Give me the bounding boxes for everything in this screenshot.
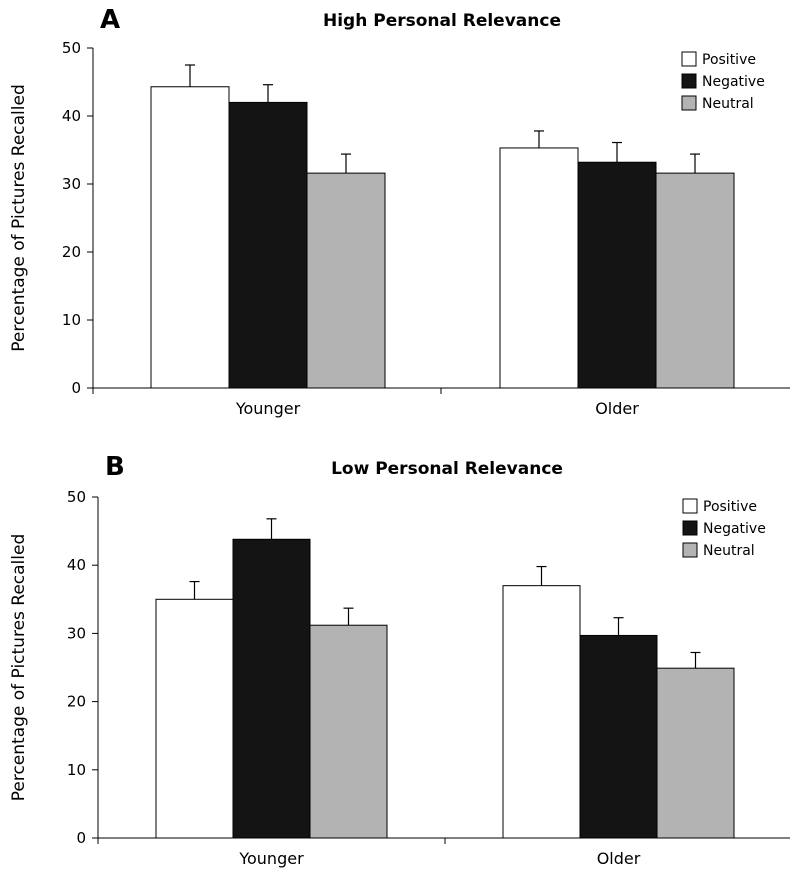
legend-swatch-negative [682, 520, 698, 536]
y-tick-label: 20 [62, 243, 81, 261]
legend-label-neutral: Neutral [703, 543, 755, 559]
bar-neutral-younger [306, 172, 386, 389]
y-tick-label: 10 [62, 311, 81, 329]
y-tick-label: 50 [62, 39, 81, 57]
y-tick-label: 0 [76, 829, 86, 847]
bar-negative-younger [228, 101, 308, 389]
bar-neutral-older [656, 667, 735, 839]
x-category-label-younger: Younger [238, 849, 304, 868]
y-tick-label: 0 [71, 379, 81, 397]
legend-swatch-positive [681, 51, 697, 67]
y-tick-label: 50 [67, 488, 86, 506]
y-tick-label: 40 [67, 556, 86, 574]
legend-label-neutral: Neutral [702, 96, 754, 112]
chart-title: High Personal Relevance [323, 11, 561, 31]
legend-label-positive: Positive [702, 52, 756, 68]
y-axis-label: Percentage of Pictures Recalled [9, 84, 29, 352]
panel-letter: B [105, 452, 125, 482]
y-tick-label: 40 [62, 107, 81, 125]
y-axis-label: Percentage of Pictures Recalled [9, 534, 29, 802]
bar-negative-younger [232, 538, 311, 839]
legend-label-positive: Positive [703, 499, 757, 515]
legend: Positive Negative Neutral [682, 498, 766, 559]
legend-swatch-negative [681, 73, 697, 89]
bar-neutral-older [655, 172, 735, 389]
legend-label-negative: Negative [703, 521, 766, 537]
bar-positive-older [499, 147, 579, 389]
chart-panel-a: A High Personal Relevance Percentage of Pi… [9, 5, 790, 418]
bar-positive-younger [155, 598, 234, 839]
x-category-label-younger: Younger [235, 399, 301, 418]
chart-panel-b: B Low Personal Relevance Percentage of Pic… [9, 452, 790, 868]
x-category-label-older: Older [597, 849, 641, 868]
panel-letter: A [100, 5, 120, 35]
legend: Positive Negative Neutral [681, 51, 765, 112]
y-tick-label: 30 [62, 175, 81, 193]
bar-neutral-younger [309, 624, 388, 839]
bar-positive-younger [150, 86, 230, 389]
legend-swatch-positive [682, 498, 698, 514]
y-tick-label: 10 [67, 761, 86, 779]
bar-positive-older [502, 585, 581, 839]
legend-swatch-neutral [682, 542, 698, 558]
bar-negative-older [579, 634, 658, 839]
legend-label-negative: Negative [702, 74, 765, 90]
y-tick-label: 20 [67, 693, 86, 711]
legend-swatch-neutral [681, 95, 697, 111]
x-category-label-older: Older [595, 399, 639, 418]
bar-negative-older [577, 161, 657, 389]
chart-title: Low Personal Relevance [331, 459, 563, 479]
y-tick-label: 30 [67, 624, 86, 642]
